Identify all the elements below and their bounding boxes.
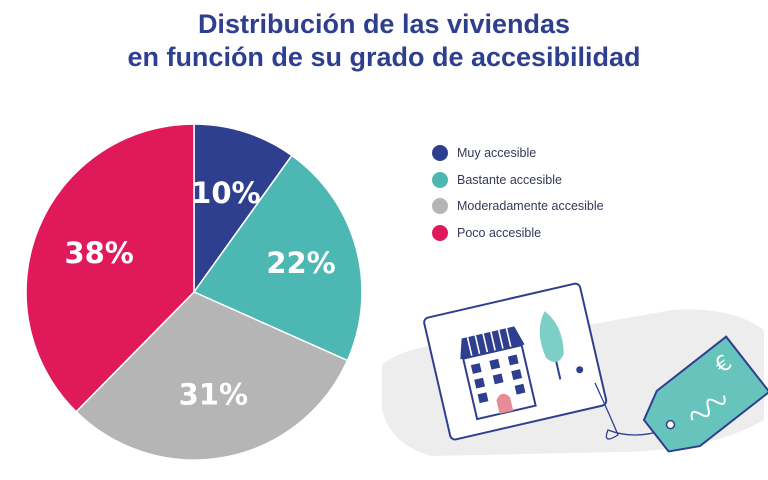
pie-slice-2 [75, 291, 349, 461]
legend-item-poco-accesible: Poco accesible [432, 220, 604, 247]
chart-title-line-2: en función de su grado de accesibilidad [127, 42, 641, 72]
legend-label: Moderadamente accesible [457, 199, 604, 214]
tag-string [594, 382, 665, 440]
legend-item-moderadamente-accesible: Moderadamente accesible [432, 193, 604, 220]
legend-label: Bastante accesible [457, 172, 562, 187]
pie-slice-1 [192, 154, 363, 362]
legend-item-bastante-accesible: Bastante accesible [432, 167, 604, 194]
pie-slice-label-3: 38% [64, 236, 133, 270]
legend-swatch [432, 171, 448, 188]
pie-chart: 10% 22% 31% 38% [25, 123, 363, 461]
pie-slice-label-2: 31% [179, 377, 248, 411]
pie-slice-0 [193, 123, 293, 295]
price-tag: € [642, 335, 768, 453]
pie-slice-3 [25, 123, 195, 413]
pie-slice-label-0: 10% [191, 176, 260, 210]
listing-card [423, 282, 608, 441]
chart-title-line-1: Distribución de las viviendas [197, 9, 571, 39]
legend-swatch [432, 224, 448, 241]
legend-label: Muy accesible [457, 146, 537, 161]
legend: Muy accesible Bastante accesible Moderad… [432, 140, 604, 246]
legend-swatch [432, 145, 448, 162]
pie-slice-label-1: 22% [266, 246, 335, 280]
house-price-tag-illustration: € [382, 282, 768, 456]
legend-item-muy-accesible: Muy accesible [432, 140, 604, 167]
chart-title: Distribución de las viviendas en función… [0, 8, 768, 74]
legend-label: Poco accesible [457, 225, 542, 240]
legend-swatch [432, 198, 448, 215]
